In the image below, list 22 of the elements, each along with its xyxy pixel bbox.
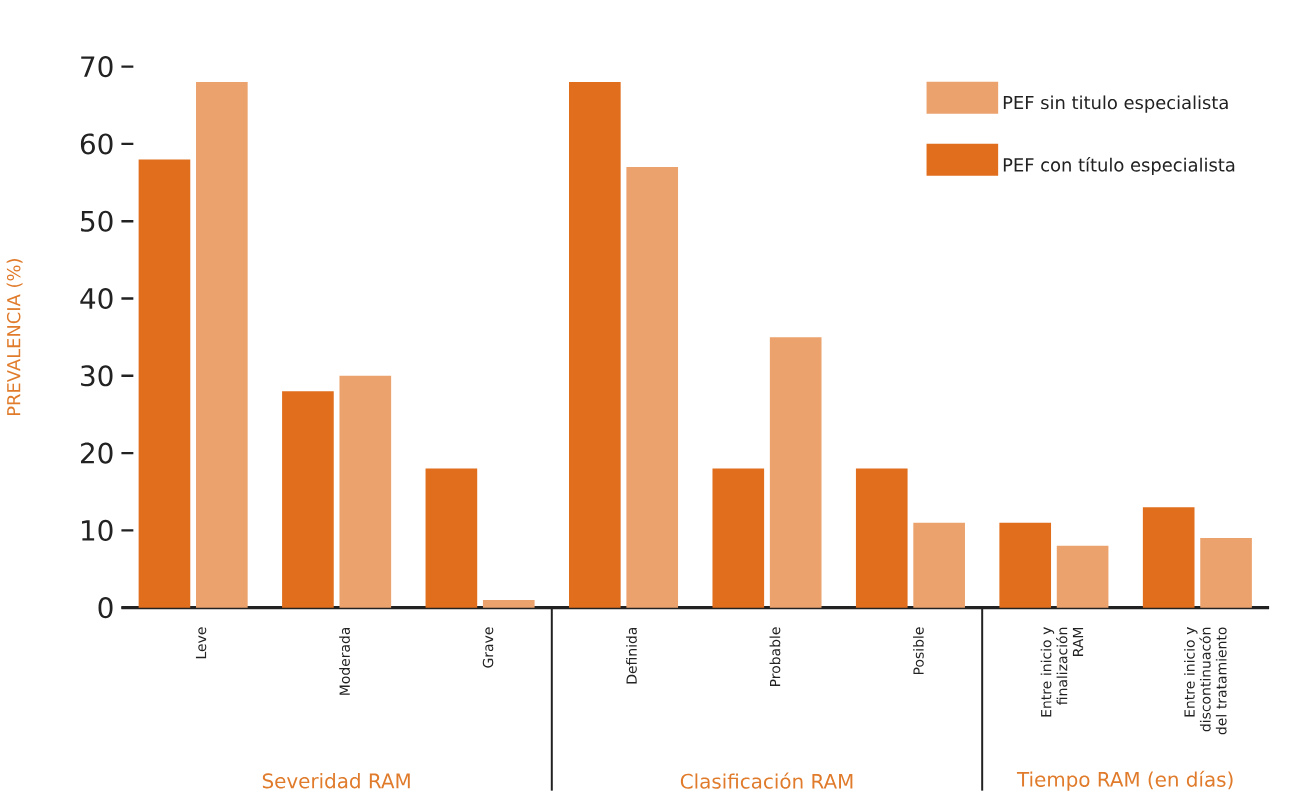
text: Severidad RAM — [262, 773, 410, 789]
y-tick-label: 70 — [81, 56, 113, 78]
y-tick-label: 50 — [81, 210, 113, 232]
legend-label: PEF sin titulo especialista — [1003, 95, 1228, 113]
y-tick-label: 20 — [80, 442, 113, 464]
y-tick-label: 0 — [98, 597, 113, 619]
text: Tiempo RAM (en días) — [1016, 770, 1233, 791]
x-tick-label: Entre inicio y discontinuacón del tratamiento — [1184, 627, 1227, 735]
x-tick-label: Definida — [626, 628, 637, 684]
x-tick-label: Entre inicio y finalización RAM — [1040, 627, 1084, 717]
y-tick-label: 30 — [81, 365, 113, 387]
x-tick-label: Grave — [482, 627, 494, 668]
x-tick-label: Moderada — [339, 628, 350, 696]
y-tick-label: 10 — [82, 520, 113, 542]
legend-label: PEF con título especialista — [1003, 157, 1235, 176]
y-tick-label: 40 — [80, 288, 113, 310]
x-tick-label: Leve — [195, 627, 207, 659]
text: Clasificación RAM — [680, 772, 853, 789]
y-axis-title: PREVALENCIA (%) — [6, 259, 23, 416]
x-tick-label: Probable — [769, 627, 781, 687]
x-tick-label: Posible — [913, 627, 924, 675]
y-tick-label: 60 — [80, 133, 113, 155]
